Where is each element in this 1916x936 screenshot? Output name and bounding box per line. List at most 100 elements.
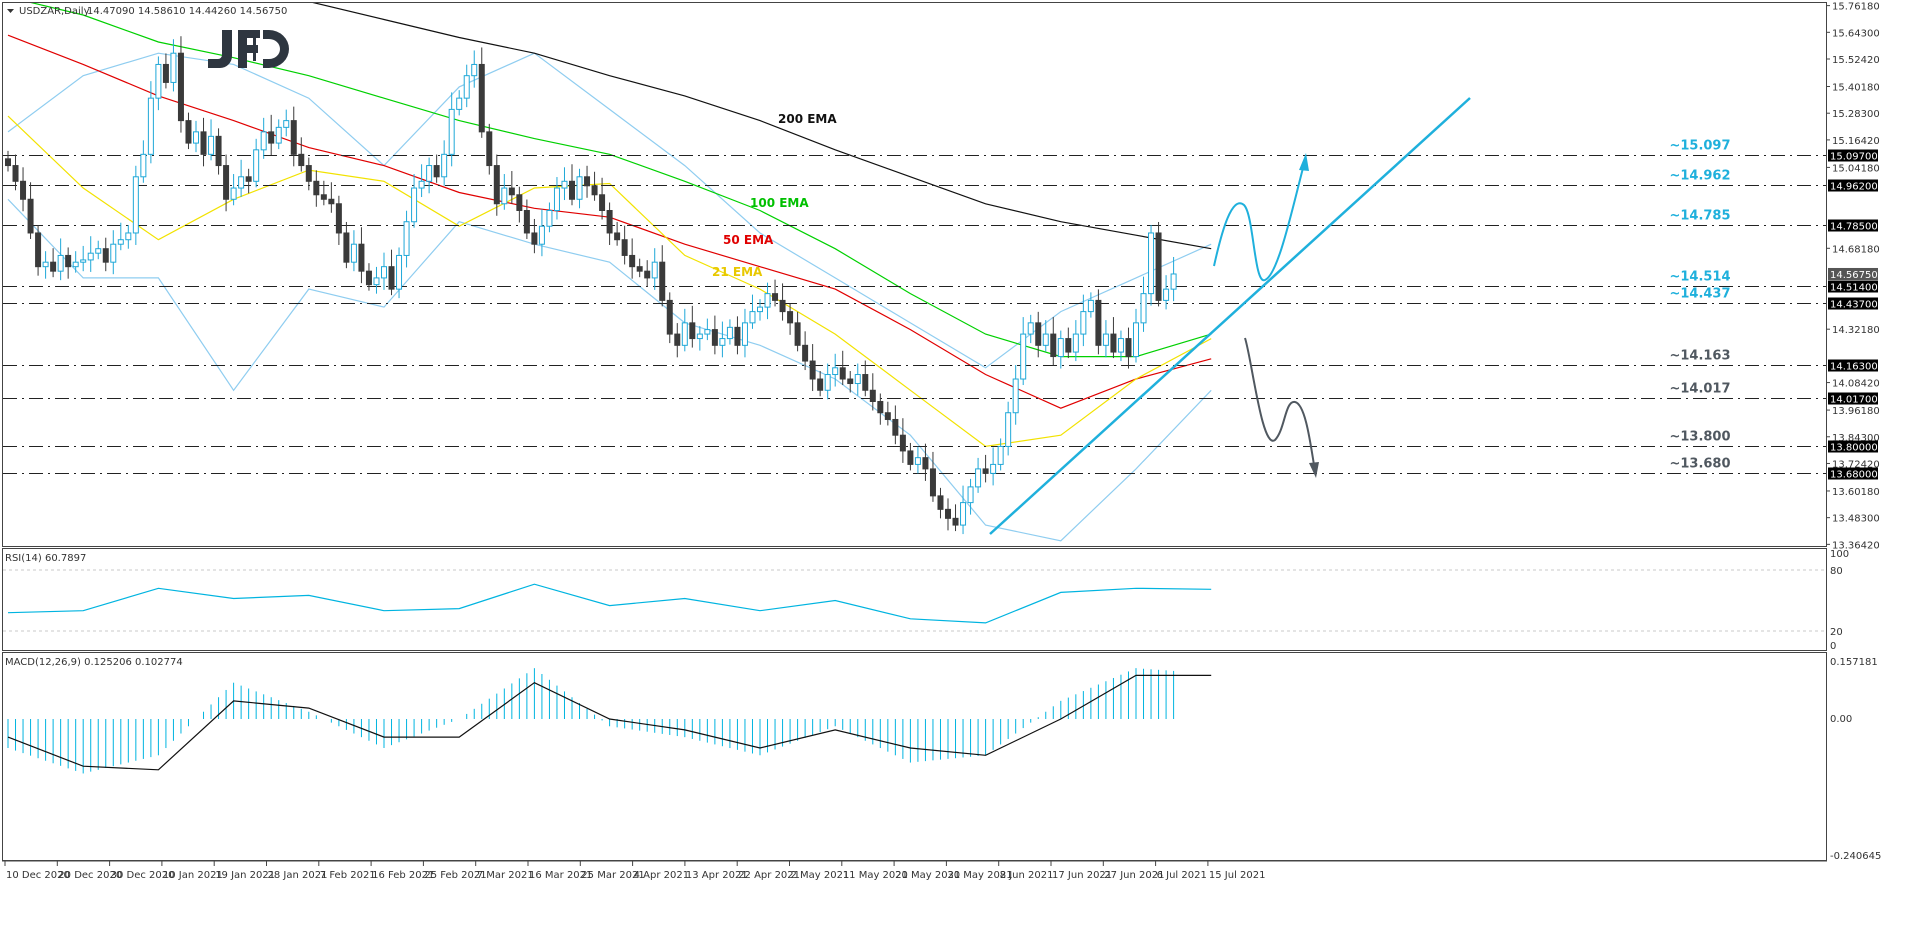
bear-candle xyxy=(644,270,651,279)
bull-candle xyxy=(749,311,756,324)
macd-panel xyxy=(2,652,1827,861)
bull-candle xyxy=(238,176,245,189)
macd-tick-max: 0.157181 xyxy=(1830,657,1878,668)
bull-candle xyxy=(561,180,568,189)
bull-candle xyxy=(463,75,470,99)
bear-candle xyxy=(937,495,944,510)
bull-candle xyxy=(651,261,658,279)
bear-candle xyxy=(847,378,854,385)
time-tick-label: 25 Mar 2021 xyxy=(581,870,644,881)
bull-candle xyxy=(80,259,87,263)
level-axis-tag xyxy=(1828,297,1878,310)
price-tick-label: 13.48300 xyxy=(1832,514,1880,525)
level-label: ~14.514 xyxy=(1669,270,1730,285)
bear-candle xyxy=(929,468,936,497)
time-tick-label: 17 Jun 2021 xyxy=(1052,870,1112,881)
macd-label: MACD(12,26,9) 0.125206 0.102774 xyxy=(5,657,183,668)
bear-candle xyxy=(245,176,252,182)
level-label: ~14.437 xyxy=(1669,287,1730,302)
bear-candle xyxy=(177,52,184,122)
bull-candle xyxy=(208,135,215,155)
bear-candle xyxy=(599,194,606,212)
bull-candle xyxy=(681,322,688,346)
time-tick-label: 22 Apr 2021 xyxy=(738,870,800,881)
bear-candle xyxy=(907,450,914,465)
level-axis-tag xyxy=(1828,280,1878,293)
time-tick-label: 2 May 2021 xyxy=(791,870,850,881)
bear-candle xyxy=(659,261,666,301)
bull-candle xyxy=(764,293,771,308)
time-tick-label: 13 Apr 2021 xyxy=(686,870,748,881)
bear-candle xyxy=(200,131,207,155)
time-tick-label: 16 Mar 2021 xyxy=(529,870,592,881)
bear-candle xyxy=(614,232,621,241)
bull-candle xyxy=(960,502,967,526)
bull-candle xyxy=(87,252,94,261)
bear-candle xyxy=(486,131,493,167)
level-axis-value: 14.16300 xyxy=(1830,362,1878,373)
price-tick-label: 15.16420 xyxy=(1832,136,1880,147)
macd-tick-zero: 0.00 xyxy=(1830,714,1852,725)
time-tick-label: 30 Dec 2020 xyxy=(111,870,175,881)
price-tick-label: 13.36420 xyxy=(1832,540,1880,551)
price-tick-label: 14.68180 xyxy=(1832,244,1880,255)
bear-candle xyxy=(50,261,57,272)
level-axis-tag xyxy=(1828,359,1878,372)
bull-candle xyxy=(230,187,237,200)
bull-candle xyxy=(396,254,403,290)
time-tick-label: 15 Jul 2021 xyxy=(1209,870,1266,881)
rsi-label: RSI(14) 60.7897 xyxy=(5,553,86,564)
candles xyxy=(5,36,1177,535)
bull-candle xyxy=(441,153,448,178)
level-axis-tag xyxy=(1828,440,1878,453)
bearish-scenario-arrow xyxy=(1244,337,1315,466)
price-tick-label: 15.64300 xyxy=(1832,28,1880,39)
rsi-tick-80: 80 xyxy=(1830,566,1843,577)
dropdown-triangle-icon[interactable] xyxy=(7,9,14,13)
level-axis-value: 15.09700 xyxy=(1830,152,1878,163)
level-label: ~13.800 xyxy=(1669,430,1730,445)
price-tick-label: 15.52420 xyxy=(1832,55,1880,66)
bear-candle xyxy=(27,198,34,234)
symbol-label: USDZAR,Daily xyxy=(19,6,90,17)
level-axis-value: 14.96200 xyxy=(1830,182,1878,193)
time-tick-label: 8 Jun 2021 xyxy=(1000,870,1054,881)
bear-candle xyxy=(20,180,27,200)
price-tick-label: 14.32180 xyxy=(1832,325,1880,336)
bull-candle xyxy=(1087,299,1094,313)
bear-candle xyxy=(1050,333,1057,358)
time-tick-label: 6 Jul 2021 xyxy=(1157,870,1207,881)
level-label: ~14.785 xyxy=(1669,209,1730,224)
price-tick-label: 13.72420 xyxy=(1832,459,1880,470)
bear-candle xyxy=(772,293,779,301)
bull-candle xyxy=(418,180,425,189)
time-tick-label: 28 Jan 2021 xyxy=(268,870,328,881)
level-label: ~13.680 xyxy=(1669,457,1730,472)
bull-candle xyxy=(456,97,463,110)
bull-candle xyxy=(975,468,982,488)
bull-candle xyxy=(193,131,199,144)
bear-candle xyxy=(1095,299,1102,346)
rsi-tick-100: 100 xyxy=(1830,549,1849,560)
price-tick-label: 15.40180 xyxy=(1832,83,1880,94)
bull-candle xyxy=(719,338,726,346)
bear-candle xyxy=(358,243,365,272)
ema-label: 21 EMA xyxy=(712,265,763,279)
price-tick-label: 13.84300 xyxy=(1832,433,1880,444)
bear-candle xyxy=(945,508,951,519)
price-tick-label: 15.76180 xyxy=(1832,2,1880,13)
time-tick-label: 19 Jan 2021 xyxy=(215,870,275,881)
bear-candle xyxy=(591,185,598,196)
current-price-tag xyxy=(1828,267,1878,280)
macd xyxy=(7,668,1212,774)
bull-candle xyxy=(1117,338,1124,353)
bull-candle xyxy=(117,239,124,245)
ema200-line xyxy=(312,3,1212,250)
rsi-panel xyxy=(2,548,1827,651)
bull-candle xyxy=(1057,338,1064,358)
bull-candle xyxy=(350,243,357,263)
bear-candle xyxy=(290,120,297,155)
time-tick-label: 4 Apr 2021 xyxy=(634,870,689,881)
